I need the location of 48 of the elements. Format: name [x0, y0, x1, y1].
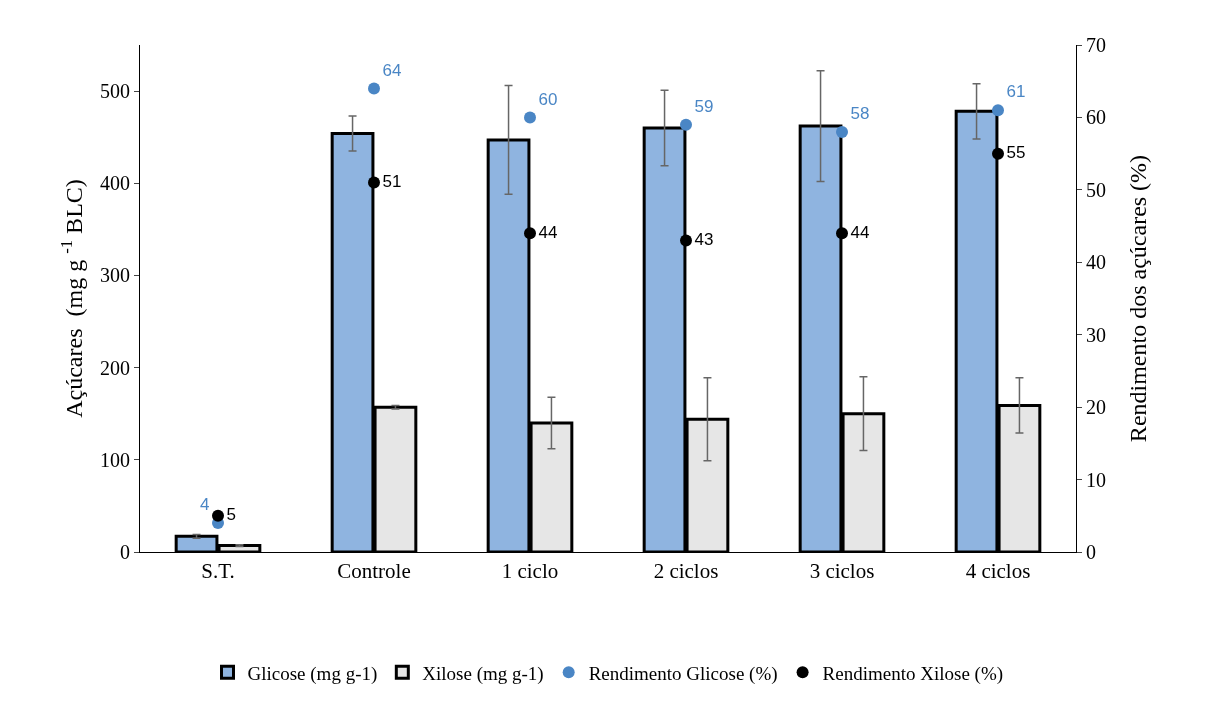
legend-label: Xilose (mg g-1) — [422, 662, 544, 685]
data-label: 61 — [1006, 82, 1026, 102]
y2-tick-label: 0 — [1086, 541, 1096, 563]
x-tick-label: 3 ciclos — [809, 559, 875, 584]
data-label: 60 — [538, 89, 558, 109]
x-tick-label: S.T. — [201, 559, 235, 584]
y2-tick-label: 50 — [1086, 178, 1106, 201]
point — [836, 125, 848, 138]
y-tick-label: 200 — [100, 356, 130, 379]
data-label: 4 — [200, 495, 210, 515]
x-tick-label: Controle — [337, 559, 411, 584]
point — [992, 147, 1004, 160]
y2-tick-label: 30 — [1086, 323, 1106, 346]
y2-tick-label: 60 — [1086, 106, 1106, 129]
x-tick-label: 1 ciclo — [501, 559, 559, 584]
data-label: 59 — [694, 96, 714, 116]
y-tick-label: 500 — [100, 80, 130, 103]
y-tick-label: 0 — [120, 541, 130, 563]
point — [836, 227, 848, 240]
data-label: 51 — [382, 171, 402, 191]
x-tick-label: 4 ciclos — [965, 559, 1031, 584]
y2-tick-label: 40 — [1086, 251, 1106, 274]
y-tick-label: 100 — [100, 448, 130, 471]
point — [992, 104, 1004, 117]
point — [212, 509, 224, 522]
legend-label: Rendimento Xilose (%) — [822, 662, 1004, 685]
point — [368, 176, 380, 189]
data-label: 43 — [694, 229, 714, 249]
data-label: 5 — [226, 505, 236, 525]
y2-tick-label: 20 — [1086, 396, 1106, 419]
y2-tick-label: 70 — [1086, 34, 1106, 56]
data-label: 44 — [538, 222, 558, 242]
data-label: 64 — [382, 60, 402, 80]
x-tick-label: 2 ciclos — [653, 559, 719, 584]
y2-tick-label: 10 — [1086, 468, 1106, 491]
data-label: 44 — [850, 222, 870, 242]
y-tick-label: 300 — [100, 264, 130, 287]
point — [524, 111, 536, 124]
y-tick-label: 400 — [100, 172, 130, 195]
y2-axis-title: Rendimento dos açúcares (%) — [1125, 154, 1151, 443]
data-label: 55 — [1006, 142, 1026, 162]
data-label: 58 — [850, 104, 870, 124]
legend-label: Rendimento Glicose (%) — [588, 662, 778, 685]
point — [524, 227, 536, 240]
legend-label: Glicose (mg g-1) — [247, 662, 378, 685]
point — [680, 118, 692, 131]
point — [368, 82, 380, 95]
point — [680, 234, 692, 247]
